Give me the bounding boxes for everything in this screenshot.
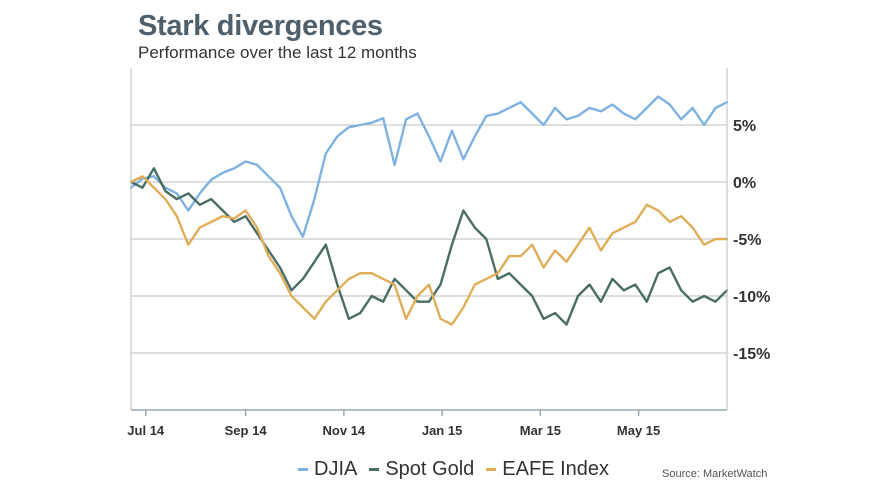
x-tick-label: Mar 15: [520, 423, 561, 438]
axes: 5% 0% -5% -10% -15% Jul 14 Sep 14 Nov 14 Jan 15 M…: [127, 68, 770, 438]
source-note: Source: MarketWatch: [662, 468, 768, 480]
y-tick-label: -15%: [733, 346, 770, 363]
x-tick-label: Jan 15: [422, 423, 462, 438]
chart-title: Stark divergences: [138, 10, 383, 42]
x-tick-label: Sep 14: [225, 423, 268, 438]
grid-lines: [131, 124, 727, 354]
legend-label-spot-gold: Spot Gold: [385, 458, 475, 480]
chart-subtitle: Performance over the last 12 months: [138, 43, 417, 62]
x-tick-label: Nov 14: [323, 423, 366, 438]
legend-label-djia: DJIA: [314, 458, 358, 480]
legend-item-djia: DJIA: [298, 458, 357, 481]
legend-swatch-spot-gold: [369, 468, 380, 471]
y-tick-label: -5%: [733, 232, 761, 249]
legend-label-eafe-index: EAFE Index: [502, 458, 610, 480]
legend-swatch-djia: [298, 468, 308, 471]
x-tick-label: Jul 14: [127, 423, 165, 438]
series-line-eafe-index: [129, 175, 729, 326]
y-tick-label: -10%: [733, 289, 770, 306]
y-tick-label: 5%: [733, 118, 756, 135]
series-line-spot-gold: [129, 167, 729, 326]
series-lines: [129, 95, 729, 326]
x-tick-label: May 15: [617, 423, 660, 438]
series-line-djia: [129, 95, 729, 238]
y-tick-label: 0%: [733, 175, 756, 192]
legend-swatch-eafe-index: [486, 468, 497, 471]
legend: DJIA Spot Gold EAFE Index: [298, 458, 621, 481]
legend-item-spot-gold: Spot Gold: [369, 458, 474, 481]
legend-item-eafe-index: EAFE Index: [486, 458, 609, 481]
